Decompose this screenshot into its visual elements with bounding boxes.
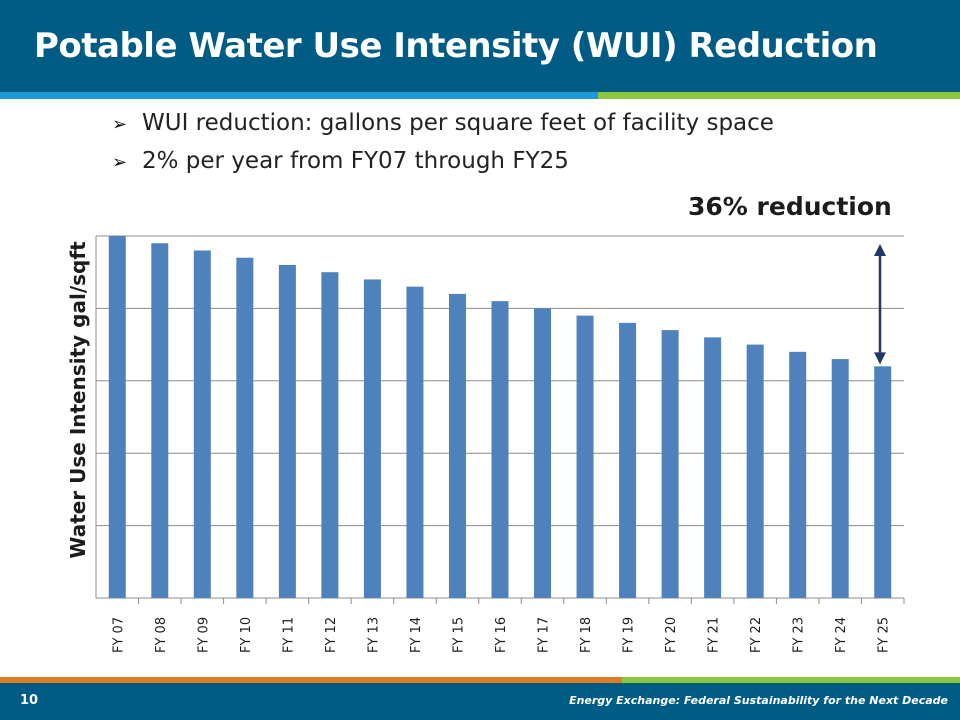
- x-tick-label: FY 07: [111, 617, 126, 653]
- bullet-text: WUI reduction: gallons per square feet o…: [142, 110, 774, 136]
- x-tick-label: FY 17: [537, 617, 552, 653]
- x-tick-label: FY 08: [154, 617, 169, 653]
- bar-fy07: [108, 236, 126, 598]
- x-tick-label: FY 10: [239, 617, 254, 653]
- bar-fy18: [576, 315, 594, 598]
- reduction-arrow-head-down: [874, 352, 886, 365]
- slide-title: Potable Water Use Intensity (WUI) Reduct…: [34, 26, 878, 66]
- page-number: 10: [20, 693, 39, 708]
- x-tick-label: FY 18: [579, 617, 594, 653]
- bar-fy10: [236, 257, 254, 598]
- bar-fy19: [619, 322, 637, 598]
- x-tick-label: FY 24: [834, 617, 849, 653]
- x-tick-label: FY 15: [451, 617, 466, 653]
- slide-header: Potable Water Use Intensity (WUI) Reduct…: [0, 0, 960, 92]
- bar-fy15: [448, 293, 466, 598]
- x-tick-label: FY 23: [792, 617, 807, 653]
- footer-text: Energy Exchange: Federal Sustainability …: [569, 694, 948, 707]
- footer-accent-stripe-orange: [0, 677, 622, 683]
- bar-fy21: [704, 337, 722, 598]
- bar-fy22: [746, 344, 764, 598]
- reduction-annotation: 36% reduction: [688, 192, 892, 221]
- x-tick-label: FY 22: [749, 617, 764, 653]
- x-tick-label: FY 13: [366, 617, 381, 653]
- bar-fy11: [278, 264, 296, 598]
- header-accent-stripe-green: [598, 92, 960, 99]
- x-tick-label: FY 16: [494, 617, 509, 653]
- bullet-list: ➢ WUI reduction: gallons per square feet …: [112, 106, 774, 182]
- bar-fy24: [831, 359, 849, 598]
- arrow-bullet-icon: ➢: [112, 152, 128, 173]
- bar-fy09: [193, 250, 211, 599]
- x-tick-label: FY 21: [707, 617, 722, 653]
- bullet-item: ➢ WUI reduction: gallons per square feet …: [112, 106, 774, 144]
- bar-fy23: [789, 351, 807, 598]
- reduction-arrow-head-up: [874, 244, 886, 256]
- x-tick-label: FY 20: [664, 617, 679, 653]
- arrow-bullet-icon: ➢: [112, 114, 128, 135]
- bar-fy14: [406, 286, 424, 598]
- bullet-text: 2% per year from FY07 through FY25: [142, 148, 569, 174]
- bar-fy12: [321, 272, 339, 598]
- slide-footer: 10 Energy Exchange: Federal Sustainabili…: [0, 683, 960, 720]
- bullet-item: ➢ 2% per year from FY07 through FY25: [112, 144, 774, 182]
- x-tick-label: FY 09: [196, 617, 211, 653]
- footer-accent-stripe-green: [622, 677, 960, 683]
- header-accent-stripe-blue: [0, 92, 598, 99]
- bar-fy08: [151, 243, 169, 599]
- x-tick-label: FY 19: [622, 617, 637, 653]
- x-tick-label: FY 11: [281, 617, 296, 653]
- bar-fy16: [491, 301, 509, 598]
- bar-fy17: [534, 308, 552, 598]
- x-tick-label: FY 14: [409, 617, 424, 653]
- x-tick-label: FY 25: [877, 617, 892, 653]
- bar-fy25: [874, 366, 892, 598]
- x-tick-label: FY 12: [324, 617, 339, 653]
- bar-fy13: [363, 279, 381, 598]
- bar-fy20: [661, 330, 679, 598]
